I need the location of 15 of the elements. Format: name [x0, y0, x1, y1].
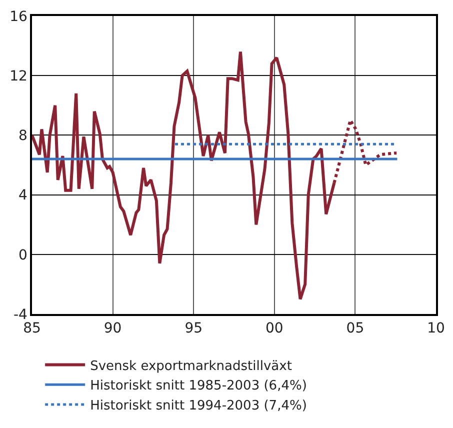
x-tick-label: 85 — [23, 320, 41, 337]
legend-label: Historiskt snitt 1994-2003 (7,4%) — [90, 398, 307, 414]
y-tick-label: 0 — [18, 247, 28, 264]
x-tick-label: 00 — [265, 320, 284, 337]
x-tick-label: 10 — [427, 320, 445, 337]
y-tick-label: -4 — [13, 306, 28, 323]
x-tick-label: 90 — [104, 320, 122, 337]
x-tick-label: 95 — [184, 320, 203, 337]
y-tick-label: 4 — [18, 188, 28, 204]
legend-label: Svensk exportmarknadstillväxt — [90, 358, 292, 374]
y-tick-label: 16 — [10, 8, 28, 25]
y-tick-label: 8 — [18, 128, 28, 144]
x-tick-label: 05 — [346, 320, 364, 337]
legend-label: Historiskt snitt 1985-2003 (6,4%) — [90, 378, 307, 394]
y-tick-label: 12 — [10, 68, 28, 84]
